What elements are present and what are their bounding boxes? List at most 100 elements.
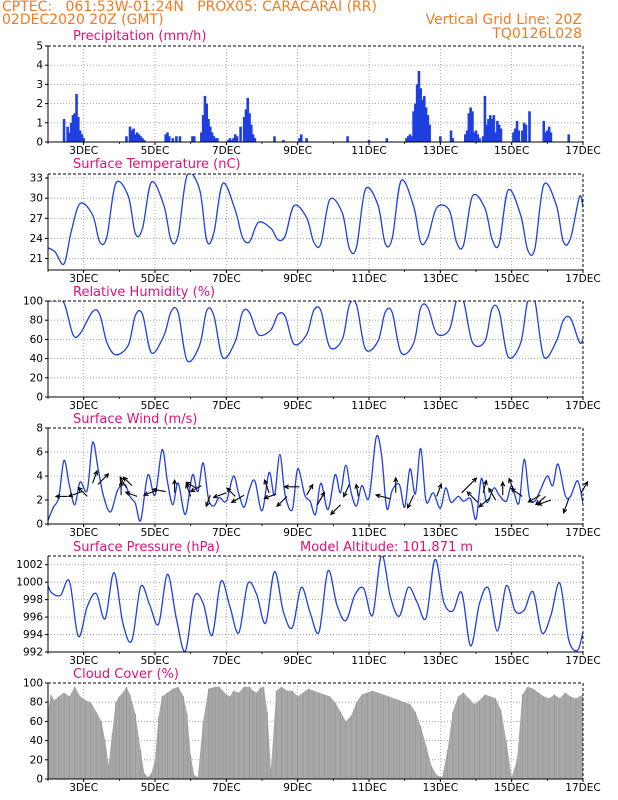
wind-arrow — [77, 486, 88, 497]
precip-bar — [417, 70, 421, 142]
wind-arrow — [119, 475, 127, 489]
wind-arrow — [306, 483, 314, 496]
wind-xtick-label: 11DEC — [351, 527, 386, 539]
precip-xtick-label: 5DEC — [141, 145, 170, 157]
wind-arrow — [316, 491, 326, 506]
pressure-series-line — [48, 556, 583, 652]
temperature-xtick-label: 5DEC — [141, 273, 170, 285]
cloud-ytick-label: 20 — [30, 754, 43, 766]
humidity-xtick-label: 7DEC — [212, 400, 241, 412]
precip-bar — [62, 118, 66, 142]
cloud-ytick-label: 0 — [36, 774, 43, 786]
precip-bar — [521, 130, 524, 142]
humidity-xtick-label: 3DEC — [69, 400, 98, 412]
precip-bar — [476, 134, 480, 142]
wind-arrow — [67, 491, 83, 498]
wind-arrow — [151, 487, 166, 493]
wind-arrow — [226, 487, 236, 497]
humidity-xtick-label: 5DEC — [141, 400, 170, 412]
precip-bar — [478, 138, 481, 142]
precip-bar — [485, 124, 488, 142]
wind-arrow — [466, 491, 479, 503]
wind-xtick-label: 7DEC — [212, 527, 241, 539]
wind-arrow — [189, 485, 202, 493]
cloud-ytick-label: 60 — [30, 716, 43, 728]
precip-xtick-label: 11DEC — [351, 145, 386, 157]
wind-xtick-label: 17DEC — [565, 527, 600, 539]
wind-panel: 3DEC 5DEC 7DEC 9DEC 11DEC 13DEC 15DEC 17DEC 0 2 4 6… — [36, 423, 600, 540]
wind-series-line — [48, 434, 583, 522]
temperature-ytick-label: 33 — [30, 173, 43, 185]
precip-bar — [68, 132, 71, 142]
precip-bar — [132, 128, 135, 142]
precip-bar — [497, 124, 501, 142]
temperature-xtick-label: 3DEC — [69, 273, 98, 285]
wind-arrow — [276, 496, 288, 508]
precip-xtick-label: 9DEC — [283, 145, 312, 157]
humidity-title: Relative Humidity (%) — [73, 285, 216, 300]
precip-bar — [134, 134, 137, 142]
precip-bar — [80, 134, 84, 142]
precip-bar — [73, 113, 77, 142]
precip-bar — [494, 132, 497, 142]
precip-bar — [410, 136, 414, 142]
precip-bar — [239, 126, 242, 142]
precip-bar — [282, 140, 285, 142]
precip-bar — [546, 130, 549, 142]
wind-arrow — [118, 480, 124, 496]
humidity-ytick-label: 0 — [36, 392, 43, 404]
precip-bar — [426, 115, 430, 142]
precip-bar — [212, 136, 216, 142]
pressure-ytick-label: 996 — [23, 612, 43, 624]
header-run-time: 02DEC2020 20Z (GMT) — [2, 12, 164, 28]
wind-arrow — [407, 494, 415, 509]
precip-bar — [78, 130, 82, 142]
precip-bar — [415, 84, 419, 142]
precip-bar — [472, 132, 476, 142]
wind-arrow — [343, 484, 350, 498]
wind-ytick-label: 0 — [36, 519, 43, 531]
wind-ytick-label: 4 — [36, 471, 43, 483]
cloud-xtick-label: 7DEC — [212, 782, 241, 794]
wind-xtick-label: 5DEC — [141, 527, 170, 539]
precip-bar — [251, 134, 255, 142]
precip-bar — [385, 138, 389, 142]
wind-ytick-label: 6 — [36, 447, 43, 459]
precip-bar — [428, 124, 431, 142]
precip-bar — [253, 138, 257, 142]
precip-bar — [214, 138, 217, 142]
precip-xtick-label: 13DEC — [423, 145, 458, 157]
precip-bar — [474, 130, 478, 142]
precip-bar — [203, 95, 207, 142]
cloud-ytick-label: 40 — [30, 735, 43, 747]
cloud-data — [48, 686, 583, 779]
temperature-xtick-label: 15DEC — [494, 273, 529, 285]
pressure-xtick-label: 15DEC — [494, 655, 529, 667]
temperature-series-line — [48, 174, 583, 266]
humidity-ytick-label: 20 — [30, 372, 43, 384]
precip-bar — [549, 132, 553, 142]
precip-bar — [421, 99, 424, 142]
wind-arrow — [230, 494, 245, 504]
wind-arrow — [562, 498, 570, 514]
precip-bar — [167, 136, 171, 142]
precip-bar — [77, 117, 80, 142]
precip-bar — [205, 103, 209, 142]
precip-bar — [273, 136, 276, 142]
pressure-xtick-label: 3DEC — [69, 655, 98, 667]
temperature-panel: 3DEC 5DEC 7DEC 9DEC 11DEC 13DEC 15DEC 17DEC 21 24… — [30, 173, 601, 285]
wind-arrow — [478, 497, 491, 508]
precip-bar — [517, 130, 521, 142]
precip-bar — [499, 128, 503, 142]
precip-ytick-label: 4 — [36, 60, 43, 72]
precip-bar — [408, 134, 412, 142]
wind-arrow — [536, 499, 552, 506]
pressure-ytick-label: 998 — [23, 594, 43, 606]
humidity-data — [48, 301, 583, 363]
wind-ytick-label: 2 — [36, 495, 43, 507]
precip-bar — [135, 132, 139, 142]
wind-arrow — [527, 494, 541, 503]
precip-bar — [191, 136, 194, 142]
precip-ytick-label: 2 — [36, 98, 43, 110]
humidity-xtick-label: 13DEC — [423, 400, 458, 412]
